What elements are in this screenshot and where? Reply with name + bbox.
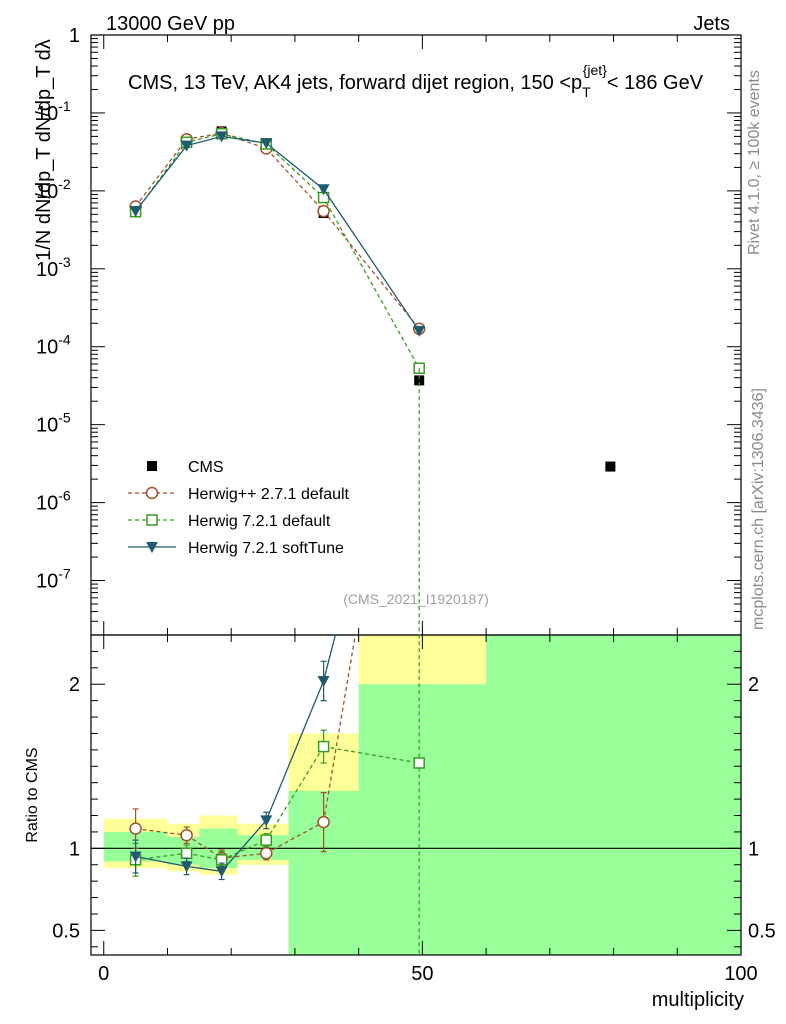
svg-text:mcplots.cern.ch [arXiv:1306.34: mcplots.cern.ch [arXiv:1306.3436] [750, 388, 767, 630]
side-label-bottom: mcplots.cern.ch [arXiv:1306.3436] [750, 388, 767, 630]
svg-text:Ratio to CMS: Ratio to CMS [24, 747, 41, 842]
y-tick-label: 1 [69, 25, 80, 47]
ratio-y-axis-label: Ratio to CMS [24, 747, 41, 842]
legend-label: CMS [188, 459, 224, 476]
legend-marker [147, 461, 157, 471]
main-point [260, 138, 273, 150]
legend-marker [145, 486, 159, 500]
main-line-1 [135, 132, 420, 330]
ratio-point [129, 851, 142, 863]
ratio-line-1 [135, 745, 420, 861]
ratio-point [215, 866, 228, 878]
y-tick-label: 10-1 [36, 98, 71, 125]
ratio-series-group [129, 634, 425, 881]
legend-label: Herwig 7.2.1 default [188, 513, 331, 530]
x-tick-label: 100 [724, 963, 757, 985]
main-line-3 [135, 135, 420, 332]
header-right: Jets [693, 13, 730, 35]
analysis-watermark: (CMS_2021_I1920187) [343, 591, 489, 607]
ratio-plot-frame [90, 634, 742, 956]
ratio-y-tick-label-left: 1 [69, 838, 80, 860]
ratio-point [129, 822, 142, 835]
y-tick-label: 10-2 [36, 176, 71, 203]
main-point [317, 184, 330, 196]
main-point [180, 140, 193, 152]
legend-marker [146, 514, 158, 526]
ratio-point [180, 861, 193, 873]
legend-label: Herwig 7.2.1 softTune [188, 540, 344, 557]
legend-marker [146, 542, 158, 553]
main-point [129, 206, 142, 218]
ratio-y-tick-label-right: 0.5 [748, 920, 776, 942]
ratio-point [317, 815, 330, 829]
main-point [215, 131, 228, 143]
x-axis-label: multiplicity [652, 989, 744, 1011]
y-tick-label: 10-5 [36, 410, 71, 437]
ratio-y-tick-label-left: 0.5 [52, 920, 80, 942]
legend-label: Herwig++ 2.7.1 default [188, 486, 350, 503]
ratio-point [413, 757, 425, 769]
y-tick-label: 10-7 [36, 566, 71, 593]
main-series-group [129, 126, 616, 955]
main-point [414, 375, 425, 386]
ratio-band-inner [358, 684, 487, 955]
x-tick-label: 0 [98, 963, 109, 985]
ratio-line-2 [135, 634, 336, 872]
main-point [605, 461, 616, 472]
ratio-point [317, 675, 330, 687]
axis-ticks: 0 50 100 10-7 10-6 10-5 10-4 10-3 10-2 10-1 1 0.5 0.… [36, 25, 776, 985]
side-label-top: Rivet 4.1.0, ≥ 100k events [746, 70, 763, 255]
ratio-point [317, 740, 330, 753]
main-point [413, 325, 426, 337]
y-tick-label: 10-4 [36, 332, 71, 359]
ratio-line-0 [135, 634, 356, 859]
ratio-y-tick-label-right: 2 [748, 674, 759, 696]
main-point [317, 204, 330, 218]
plot-title: CMS, 13 TeV, AK4 jets, forward dijet reg… [128, 62, 704, 100]
header-left: 13000 GeV pp [106, 13, 235, 35]
y-tick-label: 10-3 [36, 254, 71, 281]
svg-text:1/N dN/dp_T dN/dp_T dλ: 1/N dN/dp_T dN/dp_T dλ [33, 39, 55, 261]
ratio-point [180, 847, 193, 860]
legend: CMS Herwig++ 2.7.1 default Herwig 7.2.1 de… [128, 459, 350, 557]
main-y-axis-label: 1/N dN/dp_T dN/dp_T dλ [33, 39, 55, 261]
svg-text:Rivet 4.1.0, ≥ 100k events: Rivet 4.1.0, ≥ 100k events [746, 70, 763, 255]
main-line-2 [135, 133, 420, 369]
ratio-y-tick-label-left: 2 [69, 674, 80, 696]
ratio-band-inner [486, 635, 741, 955]
x-tick-label: 50 [411, 963, 433, 985]
ratio-point [180, 828, 193, 842]
ratio-point [260, 834, 272, 846]
ratio-point [259, 847, 273, 860]
ratio-uncertainty-bands [91, 635, 741, 955]
ratio-point [260, 815, 273, 827]
y-tick-label: 10-6 [36, 488, 71, 515]
ratio-y-tick-label-right: 1 [748, 838, 759, 860]
